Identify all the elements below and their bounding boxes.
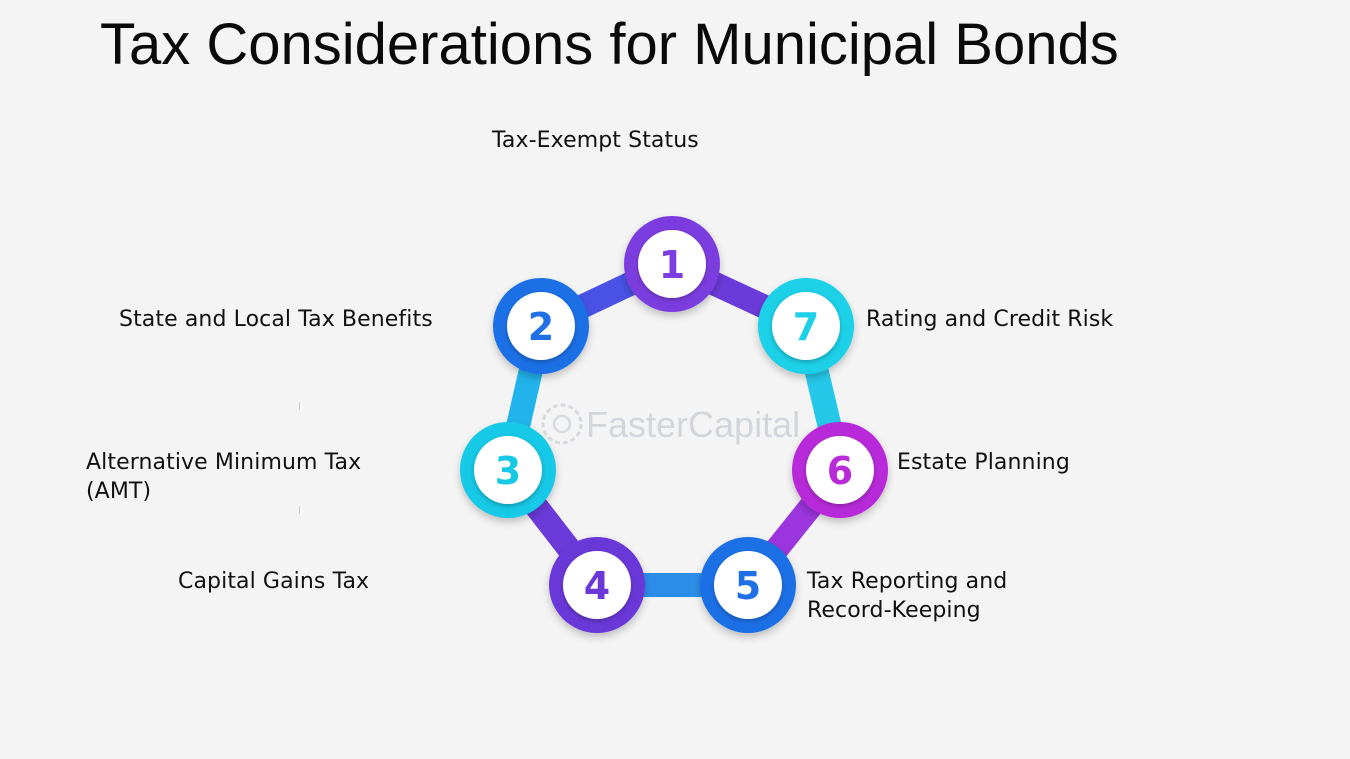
divider-tick-bottom	[299, 506, 300, 514]
step-node-inner-circle	[806, 436, 874, 504]
step-label-line: Record-Keeping	[807, 598, 981, 623]
step-label-estate-planning: Estate Planning	[897, 448, 1070, 477]
step-label-line: Estate Planning	[897, 450, 1070, 475]
step-number: 6	[827, 449, 853, 493]
step-node-inner-circle	[507, 292, 575, 360]
watermark-gear-center	[552, 414, 572, 434]
step-number: 7	[793, 305, 819, 349]
step-node-inner-circle	[772, 292, 840, 360]
step-label-tax-exempt-status: Tax-Exempt Status	[492, 126, 699, 155]
step-label-tax-reporting: Tax Reporting and Record-Keeping	[807, 567, 1007, 625]
watermark-logo: FasterCapital	[541, 403, 800, 445]
step-number: 5	[735, 564, 761, 608]
step-label-line: (AMT)	[86, 479, 152, 504]
step-node-6: 6	[792, 422, 888, 518]
step-label-line: Tax Reporting and	[807, 569, 1008, 594]
step-label-line: State and Local Tax Benefits	[119, 307, 433, 332]
step-node-2: 2	[493, 278, 589, 374]
step-node-5: 5	[700, 537, 796, 633]
step-label-line: Alternative Minimum Tax	[86, 450, 362, 475]
step-number: 2	[528, 305, 554, 349]
step-label-line: Rating and Credit Risk	[866, 307, 1114, 332]
divider-tick-top	[299, 402, 300, 410]
step-node-inner-circle	[714, 551, 782, 619]
step-node-3: 3	[460, 422, 556, 518]
step-node-4: 4	[549, 537, 645, 633]
step-node-1: 1	[624, 216, 720, 312]
step-label-state-local-tax-benefits: State and Local Tax Benefits	[119, 305, 433, 334]
step-nodes: 1 2 3 4 5 6 7	[460, 216, 888, 633]
step-label-line: Tax-Exempt Status	[492, 128, 699, 153]
step-node-7: 7	[758, 278, 854, 374]
watermark-gear-icon	[541, 403, 583, 445]
watermark-text: FasterCapital	[586, 404, 800, 445]
step-number: 4	[584, 564, 610, 608]
step-label-rating-credit-risk: Rating and Credit Risk	[866, 305, 1113, 334]
step-label-line: Capital Gains Tax	[178, 569, 370, 594]
step-label-capital-gains-tax: Capital Gains Tax	[178, 567, 369, 596]
step-node-inner-circle	[563, 551, 631, 619]
page-title: Tax Considerations for Municipal Bonds	[100, 12, 1119, 77]
step-node-inner-circle	[638, 230, 706, 298]
step-number: 1	[659, 243, 685, 287]
step-number: 3	[495, 449, 521, 493]
step-label-alternative-minimum-tax: Alternative Minimum Tax (AMT)	[86, 448, 361, 506]
step-node-inner-circle	[474, 436, 542, 504]
